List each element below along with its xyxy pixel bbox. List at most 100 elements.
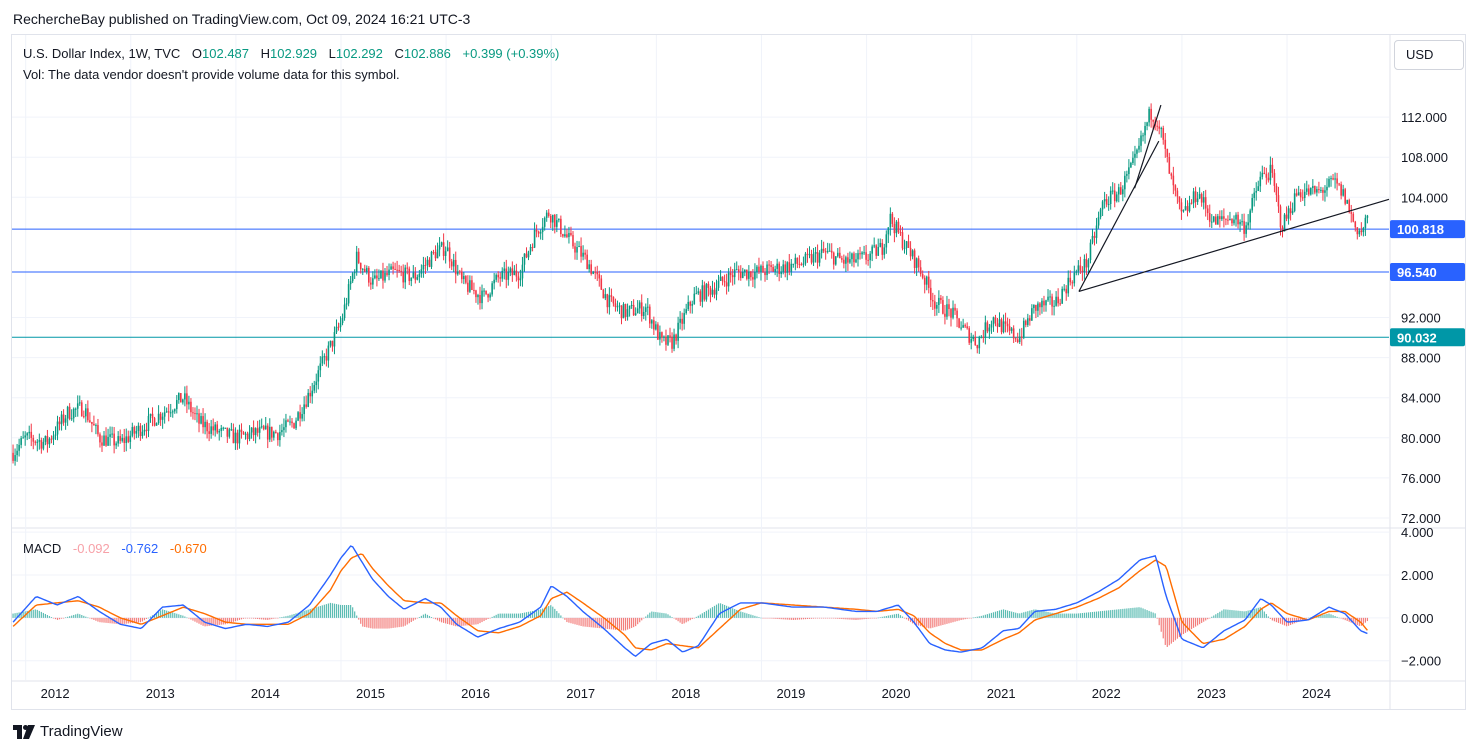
- candle-body: [758, 266, 760, 272]
- macd-histogram-bar: [220, 617, 222, 625]
- symbol-name: U.S. Dollar Index, 1W, TVC: [23, 46, 181, 61]
- macd-histogram-bar: [1158, 617, 1160, 626]
- candle-body: [121, 437, 124, 441]
- candle-body: [883, 247, 886, 255]
- macd-histogram-bar: [198, 617, 200, 624]
- macd-histogram-bar: [1128, 608, 1130, 618]
- macd-histogram-bar: [1197, 617, 1199, 626]
- candle-body: [374, 275, 376, 279]
- candle-body: [370, 282, 372, 285]
- candle-body: [713, 289, 716, 295]
- candle-body: [388, 269, 390, 276]
- macd-histogram-bar: [1134, 607, 1136, 618]
- candle-body: [1346, 200, 1348, 204]
- macd-histogram-bar: [1170, 617, 1172, 644]
- candle-body: [1307, 188, 1310, 195]
- candle-body: [1162, 128, 1165, 140]
- candle-body: [461, 271, 463, 280]
- macd-histogram-bar: [1192, 617, 1195, 628]
- macd-histogram-bar: [964, 617, 966, 620]
- candle-body: [200, 416, 202, 424]
- macd-histogram-bar: [926, 617, 928, 628]
- candle-body: [701, 285, 704, 302]
- candle-body: [946, 304, 948, 317]
- candle-body: [709, 287, 712, 295]
- candle-body: [855, 259, 857, 263]
- macd-histogram-bar: [445, 617, 447, 624]
- candle-body: [820, 248, 823, 253]
- candle-body: [649, 306, 651, 324]
- candle-body: [859, 253, 861, 255]
- macd-histogram-bar: [825, 617, 827, 619]
- candle-body: [770, 265, 772, 267]
- price-tick-label: 108.000: [1401, 150, 1448, 165]
- candle-body: [303, 404, 305, 415]
- macd-histogram-bar: [794, 617, 796, 620]
- candle-body: [865, 252, 867, 260]
- candle-body: [499, 277, 502, 279]
- candle-body: [802, 263, 805, 265]
- macd-histogram-bar: [1275, 617, 1278, 623]
- candle-body: [600, 278, 603, 290]
- macd-histogram-bar: [390, 617, 392, 629]
- candle-body: [1273, 172, 1276, 186]
- candle-body: [70, 418, 73, 420]
- macd-histogram-bar: [432, 617, 435, 619]
- macd-histogram-bar: [131, 617, 133, 624]
- macd-histogram-bar: [513, 613, 515, 618]
- macd-histogram-bar: [950, 617, 952, 623]
- candle-body: [810, 254, 813, 263]
- candle-body: [677, 322, 679, 341]
- macd-histogram-bar: [909, 617, 912, 623]
- macd-histogram-bar: [212, 617, 214, 626]
- candle-body: [363, 268, 366, 272]
- macd-histogram-bar: [30, 610, 32, 618]
- candles: [12, 103, 1369, 466]
- candle-body: [570, 232, 572, 236]
- candle-body: [845, 257, 847, 264]
- macd-histogram-bar: [647, 614, 649, 618]
- macd-histogram-bar: [628, 617, 631, 629]
- candle-body: [1299, 192, 1302, 198]
- candle-body: [74, 408, 77, 410]
- candle-body: [1186, 206, 1189, 212]
- candle-body: [319, 363, 322, 371]
- candle-body: [907, 241, 910, 248]
- candle-body: [412, 272, 415, 278]
- candle-body: [1366, 215, 1369, 218]
- macd-histogram-bar: [497, 613, 499, 618]
- macd-histogram-bar: [1269, 617, 1271, 619]
- macd-histogram-bar: [16, 612, 18, 618]
- macd-histogram-bar: [38, 610, 40, 618]
- year-tick-label: 2015: [356, 686, 385, 701]
- candle-body: [89, 420, 91, 422]
- macd-histogram-bar: [1067, 613, 1069, 618]
- candle-body: [85, 408, 87, 417]
- macd-histogram-bar: [507, 613, 509, 618]
- candle-body: [182, 399, 184, 403]
- candle-body: [1289, 208, 1292, 214]
- candle-body: [438, 245, 441, 250]
- candle-body: [891, 213, 894, 224]
- macd-histogram-bar: [552, 606, 554, 618]
- candle-body: [473, 289, 475, 291]
- year-tick-label: 2023: [1197, 686, 1226, 701]
- macd-histogram-bar: [914, 617, 916, 625]
- candle-body: [986, 322, 989, 332]
- macd-histogram-bar: [1166, 617, 1168, 647]
- macd-histogram-bar: [760, 617, 762, 619]
- macd-histogram-bar: [865, 617, 867, 619]
- candle-body: [1235, 214, 1237, 220]
- candle-body: [139, 425, 142, 437]
- candle-body: [315, 381, 318, 386]
- candle-body: [1190, 202, 1193, 204]
- candle-body: [1253, 192, 1256, 198]
- currency-button[interactable]: USD: [1394, 40, 1464, 70]
- candle-body: [723, 281, 726, 283]
- macd-histogram-bar: [311, 608, 313, 618]
- macd-histogram-bar: [483, 617, 485, 622]
- macd-histogram-bar: [566, 617, 568, 623]
- candle-body: [1263, 172, 1266, 174]
- candle-body: [1057, 296, 1059, 304]
